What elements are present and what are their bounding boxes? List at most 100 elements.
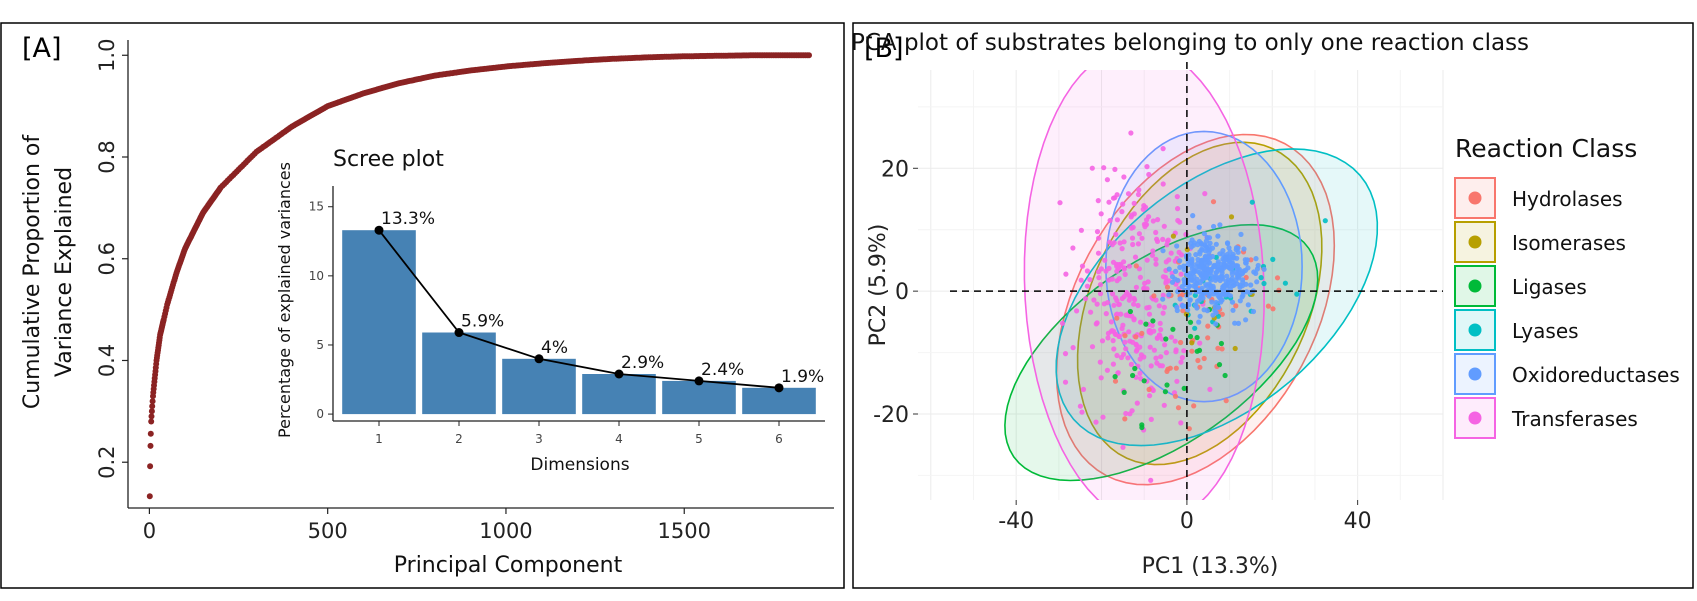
substrate-point-oxidoreductases (1187, 283, 1193, 289)
panel-b-x-label: PC1 (13.3%) (1142, 554, 1279, 579)
scree-point (694, 376, 704, 386)
substrate-point-oxidoreductases (1202, 253, 1209, 259)
substrate-point-transferases (1097, 291, 1104, 297)
scree-bar (422, 332, 496, 415)
substrate-point-transferases (1109, 328, 1115, 334)
substrate-point-hydrolases (1265, 303, 1271, 309)
substrate-point-oxidoreductases (1242, 267, 1249, 273)
substrate-point-hydrolases (1189, 348, 1195, 354)
scree-value-label: 5.9% (461, 312, 504, 332)
scree-point (374, 225, 384, 235)
scree-x-tick-label: 1 (375, 432, 383, 446)
scree-bar (662, 380, 736, 415)
substrate-point-oxidoreductases (1181, 267, 1187, 273)
substrate-point-oxidoreductases (1198, 273, 1204, 279)
scree-y-tick-label: 5 (316, 338, 324, 352)
substrate-point-transferases (1106, 199, 1112, 205)
scree-y-tick-label: 15 (309, 200, 324, 214)
substrate-point-transferases (1133, 284, 1139, 290)
substrate-point-lyases (1322, 218, 1328, 224)
substrate-point-oxidoreductases (1177, 264, 1183, 270)
substrate-point-oxidoreductases (1239, 294, 1245, 300)
substrate-point-transferases (1153, 261, 1159, 267)
substrate-point-transferases (1120, 201, 1126, 207)
substrate-point-transferases (1105, 330, 1111, 336)
substrate-point-transferases (1132, 254, 1139, 260)
substrate-point-transferases (1158, 354, 1164, 360)
substrate-point-transferases (1070, 245, 1076, 251)
substrate-point-ligases (1187, 319, 1194, 325)
substrate-point-transferases (1174, 194, 1180, 200)
substrate-point-transferases (1153, 297, 1159, 303)
substrate-point-oxidoreductases (1177, 296, 1183, 302)
substrate-point-ligases (1187, 333, 1194, 340)
substrate-point-transferases (1114, 192, 1120, 198)
substrate-point-oxidoreductases (1166, 266, 1172, 272)
substrate-point-hydrolases (1219, 346, 1225, 352)
substrate-point-ligases (1163, 336, 1169, 342)
substrate-point-transferases (1096, 275, 1102, 281)
substrate-point-transferases (1114, 311, 1120, 317)
substrate-point-lyases (1294, 291, 1300, 297)
variance-point (806, 52, 812, 59)
variance-point (149, 398, 156, 405)
substrate-point-transferases (1121, 266, 1127, 272)
substrate-point-transferases (1062, 351, 1069, 357)
substrate-point-transferases (1176, 249, 1182, 255)
substrate-point-transferases (1134, 400, 1140, 406)
substrate-point-isomerases (1184, 246, 1190, 253)
panel-b-y-tick-label: 0 (895, 280, 909, 305)
substrate-point-transferases (1130, 339, 1136, 345)
substrate-point-oxidoreductases (1243, 281, 1249, 287)
substrate-point-ligases (1222, 372, 1228, 379)
substrate-point-transferases (1080, 386, 1087, 392)
substrate-point-oxidoreductases (1180, 302, 1186, 309)
substrate-point-transferases (1131, 301, 1137, 307)
substrate-point-oxidoreductases (1254, 266, 1260, 272)
substrate-point-transferases (1131, 295, 1137, 302)
substrate-point-transferases (1096, 235, 1102, 241)
substrate-point-transferases (1168, 334, 1174, 340)
substrate-point-transferases (1163, 280, 1169, 286)
substrate-point-lyases (1192, 325, 1198, 331)
substrate-point-transferases (1062, 379, 1069, 385)
substrate-point-hydrolases (1215, 345, 1221, 351)
substrate-point-transferases (1160, 181, 1166, 187)
scree-bar (342, 230, 416, 415)
substrate-point-transferases (1122, 339, 1128, 345)
substrate-point-transferases (1150, 248, 1156, 254)
substrate-point-oxidoreductases (1188, 275, 1194, 281)
substrate-point-ligases (1112, 374, 1118, 380)
scree-x-tick-label: 5 (695, 432, 703, 446)
substrate-point-oxidoreductases (1187, 297, 1193, 303)
substrate-point-transferases (1123, 346, 1129, 352)
scree-point (534, 354, 544, 364)
substrate-point-oxidoreductases (1229, 268, 1235, 274)
substrate-point-transferases (1094, 320, 1100, 326)
substrate-point-ligases (1132, 365, 1138, 372)
substrate-point-ligases (1139, 424, 1145, 431)
substrate-point-transferases (1120, 322, 1126, 328)
substrate-point-oxidoreductases (1253, 256, 1259, 262)
scree-y-label: Percentage of explained variances (275, 162, 294, 438)
substrate-point-transferases (1122, 271, 1128, 277)
substrate-point-oxidoreductases (1169, 279, 1176, 285)
substrate-point-transferases (1078, 227, 1084, 233)
substrate-point-transferases (1104, 367, 1110, 373)
substrate-point-oxidoreductases (1173, 268, 1179, 274)
substrate-point-hydrolases (1146, 386, 1152, 393)
substrate-point-transferases (1153, 256, 1159, 262)
substrate-point-ligases (1194, 334, 1200, 341)
substrate-point-ligases (1141, 378, 1147, 384)
substrate-point-transferases (1115, 265, 1121, 271)
substrate-point-oxidoreductases (1217, 222, 1223, 228)
substrate-point-hydrolases (1223, 398, 1229, 404)
scree-point (774, 383, 784, 393)
substrate-point-hydrolases (1270, 306, 1276, 312)
legend-label-isomerases: Isomerases (1512, 231, 1626, 255)
substrate-point-transferases (1137, 319, 1144, 325)
substrate-point-oxidoreductases (1239, 271, 1245, 277)
scree-y-tick-label: 0 (316, 407, 324, 421)
panel-a-frame (0, 22, 845, 589)
